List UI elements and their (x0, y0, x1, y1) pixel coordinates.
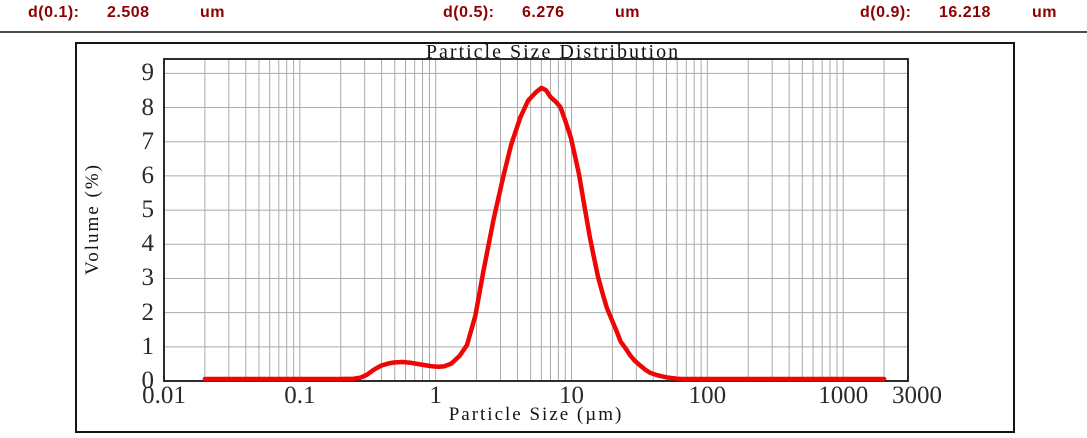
y-tick-label: 8 (141, 93, 155, 121)
y-tick-label: 7 (141, 127, 155, 155)
d90-stat: d(0.9): 16.218 um (860, 4, 1057, 22)
x-tick-label: 0.1 (284, 382, 316, 409)
x-tick-label: 1 (429, 382, 442, 409)
x-tick-label: 1000 (818, 382, 869, 409)
d50-label: d(0.5): (443, 4, 495, 21)
d10-label: d(0.1): (28, 4, 80, 21)
d90-unit: um (1032, 4, 1057, 21)
x-axis-label: Particle Size (µm) (448, 404, 624, 425)
chart-title: Particle Size Distribution (425, 41, 681, 63)
y-tick-label: 5 (141, 196, 155, 224)
d10-value: 2.508 (107, 4, 150, 21)
d50-unit: um (615, 4, 640, 21)
y-tick-label: 4 (141, 230, 155, 258)
plot-border (163, 58, 909, 382)
y-tick-label: 0 (141, 367, 155, 394)
chart-frame (75, 42, 1015, 433)
x-tick-label: 10 (559, 382, 584, 409)
distribution-curve (202, 85, 887, 382)
y-tick-label: 1 (141, 332, 155, 360)
x-tick-label: 100 (688, 382, 727, 409)
d10-stat: d(0.1): 2.508 um (28, 4, 225, 22)
x-tick-label: 3000 (892, 382, 942, 409)
header-separator (0, 31, 1087, 33)
d90-label: d(0.9): (860, 4, 912, 21)
x-tick-label: 0.01 (142, 382, 186, 409)
y-tick-label: 3 (141, 264, 155, 292)
y-axis-label: Volume (%) (82, 163, 103, 275)
d50-value: 6.276 (522, 4, 565, 21)
y-tick-label: 2 (141, 298, 155, 326)
d50-stat: d(0.5): 6.276 um (443, 4, 640, 22)
y-tick-label: 9 (141, 59, 155, 87)
d10-unit: um (200, 4, 225, 21)
y-tick-label: 6 (141, 161, 155, 189)
distribution-plot (163, 58, 909, 382)
d90-value: 16.218 (939, 4, 991, 21)
